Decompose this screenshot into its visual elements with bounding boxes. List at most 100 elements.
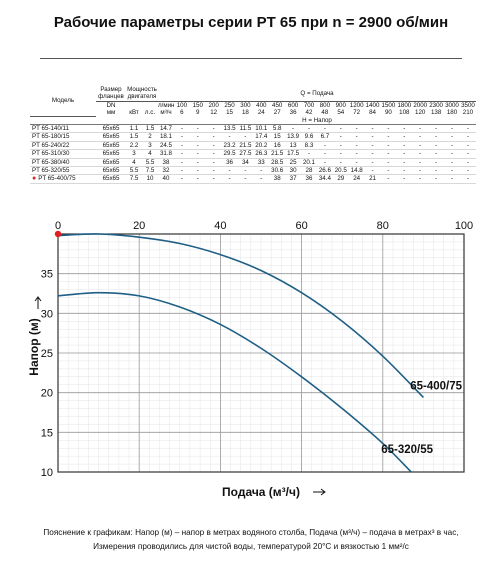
- head-value: -: [205, 174, 222, 184]
- head-value: 28: [301, 166, 317, 176]
- flange-size: 65x65: [96, 141, 126, 151]
- series-label: 65-400/75: [410, 380, 462, 392]
- head-value: -: [380, 166, 397, 176]
- head-value: 26.6: [316, 166, 333, 176]
- flange-size: 65x65: [96, 158, 126, 168]
- head-value: 38: [158, 158, 174, 168]
- m3h-value: 72: [353, 109, 361, 117]
- power-kw: 7.5: [126, 174, 142, 184]
- col-model-header: Модель: [30, 86, 96, 118]
- head-value: -: [459, 132, 476, 142]
- col-hp: л.с.: [144, 109, 156, 117]
- model-label: PT 65-380/40: [32, 158, 70, 166]
- head-value: 5.8: [269, 124, 286, 134]
- head-value: -: [173, 166, 190, 176]
- m3h-value: 12: [210, 109, 218, 117]
- head-value: -: [316, 141, 333, 151]
- x-axis-label: Подача (м³/ч): [222, 485, 300, 499]
- head-value: 36: [301, 174, 317, 184]
- head-value: 21.5: [237, 141, 254, 151]
- y-tick-label: 10: [41, 467, 53, 479]
- head-value: -: [332, 124, 349, 134]
- head-value: -: [301, 149, 317, 159]
- head-value: -: [348, 124, 365, 134]
- origin-marker-point: [54, 230, 62, 238]
- model-label: PT 65-400/75: [38, 175, 76, 183]
- col-flange-unit: мм: [106, 109, 116, 117]
- table-row: PT 65-140/11 65x65 1.1 1.5 14.7- - -13.5 11.5 10…: [30, 124, 476, 134]
- model-name: ● PT 65-400/75: [30, 174, 96, 184]
- power-hp: 1.5: [142, 124, 159, 134]
- head-value: 21: [364, 174, 381, 184]
- head-value: -: [412, 124, 429, 134]
- lmin-value: 200: [208, 101, 219, 109]
- x-tick-label: 20: [133, 220, 145, 232]
- head-value: -: [237, 166, 254, 176]
- head-value: -: [253, 166, 270, 176]
- head-value: -: [444, 141, 460, 151]
- x-tick-label: 100: [455, 220, 473, 232]
- head-value: -: [459, 149, 476, 159]
- head-value: 21.5: [269, 149, 286, 159]
- head-value: -: [364, 158, 381, 168]
- power-hp: 2: [142, 132, 159, 142]
- head-value: -: [459, 158, 476, 168]
- head-value: -: [364, 141, 381, 151]
- model-label: PT 65-310/30: [32, 150, 70, 158]
- head-value: 6.7: [316, 132, 333, 142]
- x-tick-label: 40: [214, 220, 226, 232]
- head-value: -: [428, 124, 445, 134]
- head-value: -: [316, 124, 333, 134]
- head-value: -: [221, 132, 238, 142]
- head-value: -: [348, 132, 365, 142]
- lmin-value: 300: [240, 101, 251, 109]
- head-value: 13: [285, 141, 302, 151]
- head-value: -: [332, 141, 349, 151]
- m3h-value: 18: [241, 109, 249, 117]
- flange-size: 65x65: [96, 132, 126, 142]
- head-value: -: [428, 132, 445, 142]
- head-value: 26.3: [253, 149, 270, 159]
- lmin-value: 3500: [461, 101, 475, 109]
- col-kw: кВт: [129, 109, 139, 117]
- power-kw: 5.5: [126, 166, 142, 176]
- selected-model-marker: ●: [32, 175, 39, 183]
- head-value: 20.1: [301, 158, 317, 168]
- head-value: -: [332, 149, 349, 159]
- head-value: -: [444, 166, 460, 176]
- y-tick-label: 30: [41, 308, 53, 320]
- head-value: 23.2: [221, 141, 238, 151]
- head-value: -: [428, 158, 445, 168]
- lmin-value: 400: [256, 101, 267, 109]
- series-line: [57, 233, 424, 398]
- head-value: 11.5: [237, 124, 254, 134]
- head-value: -: [332, 158, 349, 168]
- head-value: 25: [285, 158, 302, 168]
- col-flange-header: Размер фланцев: [96, 86, 126, 102]
- head-value: -: [173, 124, 190, 134]
- m3h-value: 120: [415, 109, 426, 117]
- head-value: -: [428, 141, 445, 151]
- head-value: -: [444, 132, 460, 142]
- head-value: 34: [237, 158, 254, 168]
- lmin-value: 150: [192, 101, 203, 109]
- row-lmin-label: л/мин: [158, 101, 174, 109]
- head-value: -: [332, 132, 349, 142]
- model-label: PT 65-180/15: [32, 133, 70, 141]
- head-value: -: [412, 174, 429, 184]
- head-value: -: [173, 132, 190, 142]
- head-value: -: [444, 158, 460, 168]
- m3h-value: 54: [337, 109, 345, 117]
- note-line-2: Измерения проводились для чистой воды, т…: [93, 542, 409, 551]
- head-value: -: [380, 149, 397, 159]
- head-value: 30.6: [269, 166, 286, 176]
- lmin-value: 1800: [397, 101, 412, 109]
- model-name: PT 65-180/15: [30, 132, 96, 142]
- head-value: 34.4: [316, 174, 333, 184]
- head-value: 9.6: [301, 132, 317, 142]
- head-value: -: [205, 149, 222, 159]
- lmin-value: 250: [224, 101, 235, 109]
- head-value: -: [205, 166, 222, 176]
- head-value: -: [173, 158, 190, 168]
- y-axis-label: Напор (м): [27, 318, 41, 375]
